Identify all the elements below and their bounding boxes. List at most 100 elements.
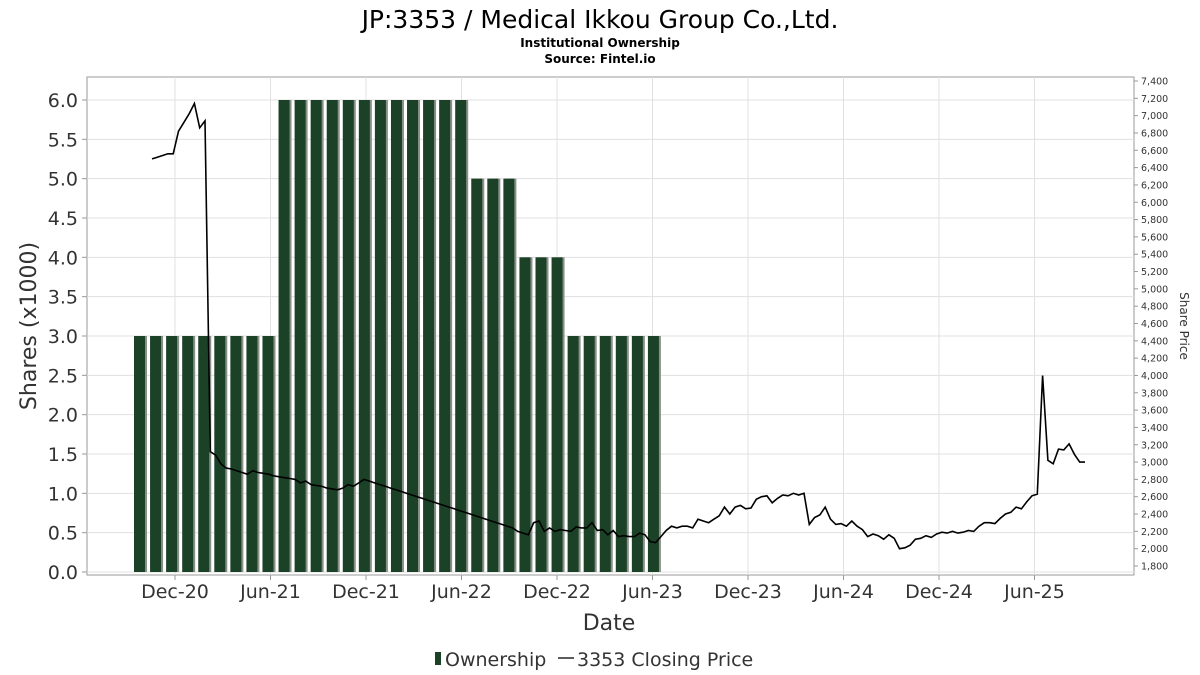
right-axis-ticks: 1,800 2,000 2,200 2,400 2,600 2,800 3,000 3,200… bbox=[1134, 77, 1168, 573]
ownership-bar bbox=[230, 336, 242, 572]
x-tick-label: Dec-23 bbox=[714, 581, 782, 603]
right-tick-label: 6,600 bbox=[1141, 146, 1168, 157]
right-tick-label: 2,400 bbox=[1141, 510, 1168, 521]
x-tick-label: Jun-21 bbox=[239, 581, 301, 603]
x-tick-label: Jun-25 bbox=[1003, 581, 1065, 603]
left-tick-label: 2.5 bbox=[48, 365, 78, 387]
ownership-bar bbox=[631, 336, 643, 572]
x-axis-label: Date bbox=[583, 611, 636, 636]
right-tick-label: 3,800 bbox=[1141, 388, 1168, 399]
right-tick-label: 5,400 bbox=[1141, 250, 1168, 261]
chart-title: JP:3353 / Medical Ikkou Group Co.,Ltd. bbox=[360, 5, 839, 34]
ownership-bar bbox=[471, 178, 483, 572]
right-tick-label: 5,000 bbox=[1141, 284, 1168, 295]
ownership-bar bbox=[214, 336, 226, 572]
ownership-bar bbox=[246, 336, 258, 572]
ownership-bar bbox=[519, 257, 531, 572]
right-tick-label: 5,200 bbox=[1141, 267, 1168, 278]
left-tick-label: 2.0 bbox=[48, 405, 78, 427]
right-tick-label: 7,200 bbox=[1141, 94, 1168, 105]
right-tick-label: 2,200 bbox=[1141, 527, 1168, 538]
right-tick-label: 6,800 bbox=[1141, 128, 1168, 139]
x-tick-label: Jun-24 bbox=[812, 581, 874, 603]
right-tick-label: 1,800 bbox=[1141, 562, 1168, 573]
right-tick-label: 5,800 bbox=[1141, 215, 1168, 226]
left-tick-label: 5.0 bbox=[48, 169, 78, 191]
ownership-bar bbox=[310, 100, 322, 572]
ownership-bar bbox=[326, 100, 338, 572]
ownership-bar bbox=[647, 336, 659, 572]
left-tick-label: 3.0 bbox=[48, 326, 78, 348]
ownership-bar bbox=[423, 100, 435, 572]
legend: Ownership 3353 Closing Price bbox=[435, 649, 753, 671]
right-tick-label: 4,000 bbox=[1141, 371, 1168, 382]
y2-axis-label: Share Price bbox=[1177, 292, 1191, 360]
x-tick-label: Dec-22 bbox=[523, 581, 591, 603]
right-tick-label: 3,400 bbox=[1141, 423, 1168, 434]
ownership-bar bbox=[487, 178, 499, 572]
x-tick-label: Dec-24 bbox=[905, 581, 973, 603]
right-tick-label: 6,200 bbox=[1141, 180, 1168, 191]
right-tick-label: 7,400 bbox=[1141, 77, 1168, 88]
left-tick-label: 3.5 bbox=[48, 287, 78, 309]
legend-price-label: 3353 Closing Price bbox=[577, 649, 753, 671]
ownership-bar bbox=[198, 336, 210, 572]
ownership-bar bbox=[535, 257, 547, 572]
left-tick-label: 0.5 bbox=[48, 523, 78, 545]
ownership-bar bbox=[294, 100, 306, 572]
legend-ownership-swatch bbox=[435, 652, 441, 665]
ownership-bar bbox=[342, 100, 354, 572]
ownership-bar bbox=[439, 100, 451, 572]
left-tick-label: 1.0 bbox=[48, 483, 78, 505]
ownership-bar bbox=[599, 336, 611, 572]
ownership-bar bbox=[455, 100, 467, 572]
legend-ownership-label: Ownership bbox=[445, 649, 546, 671]
left-tick-label: 5.5 bbox=[48, 129, 78, 151]
ownership-bar bbox=[551, 257, 563, 572]
left-tick-label: 4.5 bbox=[48, 208, 78, 230]
ownership-bar bbox=[358, 100, 370, 572]
x-tick-label: Dec-20 bbox=[141, 581, 209, 603]
left-tick-label: 6.0 bbox=[48, 90, 78, 112]
left-tick-label: 4.0 bbox=[48, 247, 78, 269]
x-axis-ticks: Dec-20 Jun-21 Dec-21 Jun-22 Dec-22 Jun-23 Dec-… bbox=[141, 575, 1065, 603]
ownership-bar bbox=[262, 336, 274, 572]
right-tick-label: 4,400 bbox=[1141, 336, 1168, 347]
right-tick-label: 2,000 bbox=[1141, 544, 1168, 555]
ownership-bar bbox=[278, 100, 290, 572]
right-tick-label: 7,000 bbox=[1141, 111, 1168, 122]
right-tick-label: 4,800 bbox=[1141, 302, 1168, 313]
ownership-bars bbox=[134, 100, 661, 572]
ownership-bar bbox=[567, 336, 579, 572]
ownership-bar bbox=[166, 336, 178, 572]
right-tick-label: 6,400 bbox=[1141, 163, 1168, 174]
ownership-bar bbox=[407, 100, 419, 572]
chart-source: Source: Fintel.io bbox=[544, 52, 655, 66]
right-tick-label: 2,800 bbox=[1141, 475, 1168, 486]
ownership-bar bbox=[374, 100, 386, 572]
grid-lines bbox=[87, 77, 1134, 575]
ownership-bar bbox=[583, 336, 595, 572]
right-tick-label: 4,200 bbox=[1141, 354, 1168, 365]
right-tick-label: 6,000 bbox=[1141, 198, 1168, 209]
y-axis-label: Shares (x1000) bbox=[17, 242, 42, 410]
ownership-bar bbox=[150, 336, 162, 572]
right-tick-label: 2,600 bbox=[1141, 492, 1168, 503]
x-tick-label: Jun-22 bbox=[430, 581, 492, 603]
x-tick-label: Jun-23 bbox=[621, 581, 683, 603]
right-tick-label: 4,600 bbox=[1141, 319, 1168, 330]
left-tick-label: 1.5 bbox=[48, 444, 78, 466]
chart-subtitle: Institutional Ownership bbox=[520, 36, 680, 50]
ownership-bar bbox=[134, 336, 145, 572]
ownership-bar bbox=[503, 178, 515, 572]
ownership-bar bbox=[182, 336, 194, 572]
ownership-bar bbox=[615, 336, 627, 572]
right-tick-label: 3,200 bbox=[1141, 440, 1168, 451]
x-tick-label: Dec-21 bbox=[332, 581, 400, 603]
right-tick-label: 3,600 bbox=[1141, 406, 1168, 417]
right-tick-label: 3,000 bbox=[1141, 458, 1168, 469]
left-tick-label: 0.0 bbox=[48, 562, 78, 584]
ownership-bar bbox=[390, 100, 402, 572]
left-axis-ticks: 0.0 0.5 1.0 1.5 2.0 2.5 3.0 3.5 4.0 4.5 5.0 5.5 6.0 bbox=[48, 90, 87, 584]
